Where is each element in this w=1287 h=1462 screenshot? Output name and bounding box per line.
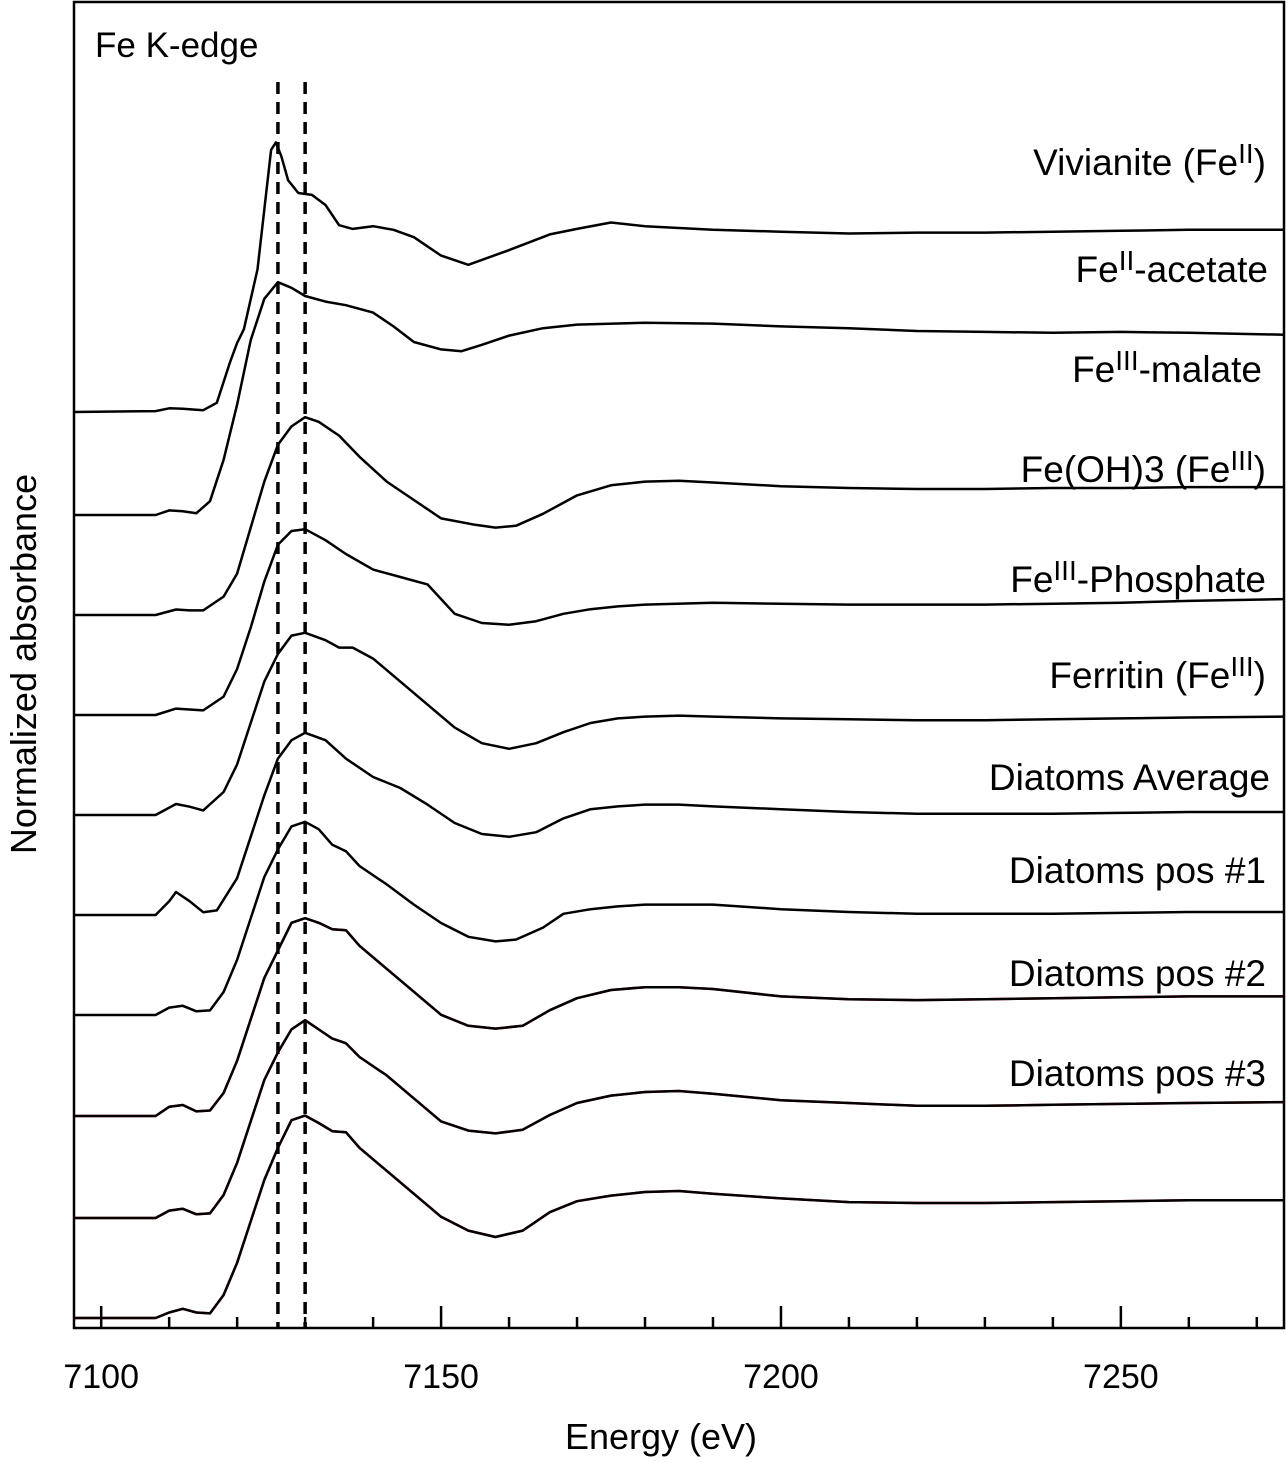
x-axis-ticks: 7100 7150 7200 7250 [63,1306,1259,1396]
series-label-text: Diatoms pos #3 [1009,1053,1266,1094]
y-axis-title: Normalized absorbance [3,474,44,854]
plot-frame [72,0,1286,1330]
fit-line-9 [74,1018,1285,1220]
x-tick-label: 7150 [403,1358,479,1396]
series-line-6 [74,731,1284,917]
series-label-suffix: -malate [1139,349,1262,390]
series-label-text: Diatoms pos #2 [1009,953,1266,994]
series-label-10: Diatoms pos #3 [1009,1053,1266,1094]
series-label-suffix: ) [1254,655,1266,696]
series-label-suffix: -Phosphate [1077,559,1266,600]
series-label-1: Vivianite (FeII) [1033,138,1266,183]
series-line-3 [74,415,1284,617]
series-label-2: FeII-acetate [1076,245,1268,290]
series-label-text: Diatoms Average [989,757,1270,798]
series-label-suffix: ) [1254,142,1266,183]
series-label-superscript: III [1230,445,1253,476]
series-line-4 [74,527,1285,717]
reference-lines [276,82,307,1328]
series-label-9: Diatoms pos #2 [1009,953,1266,994]
series-label-suffix: -acetate [1134,249,1268,290]
series-label-6: Ferritin (FeIII) [1049,651,1266,696]
series-label-superscript: III [1230,651,1253,682]
series-label-suffix: ) [1254,449,1266,490]
series-label-text: Ferritin (Fe [1049,655,1230,696]
x-axis-title: Energy (eV) [565,1416,757,1457]
x-tick-label: 7250 [1083,1358,1159,1396]
fit-line-10 [74,1114,1284,1320]
series-layer [73,141,1285,1320]
series-label-superscript: II [1119,245,1135,276]
edge-annotation: Fe K-edge [95,26,258,65]
series-label-text: Diatoms pos #1 [1009,850,1266,891]
series-label-3: FeIII-malate [1072,345,1262,390]
series-line-7 [74,820,1284,1017]
series-line-8 [74,916,1284,1118]
series-line-2 [74,280,1285,517]
series-label-8: Diatoms pos #1 [1009,850,1266,891]
series-label-text: Fe [1072,349,1115,390]
series-label-text: Vivianite (Fe [1033,142,1238,183]
series-line-1 [73,141,1284,414]
series-labels: Vivianite (FeII)FeII-acetateFeIII-malate… [989,138,1270,1094]
series-label-superscript: II [1238,138,1254,169]
series-label-5: FeIII-Phosphate [1010,555,1266,600]
series-label-superscript: III [1053,555,1076,586]
series-line-10 [74,1114,1284,1320]
series-label-text: Fe(OH)3 (Fe [1021,449,1231,490]
series-label-text: Fe [1076,249,1119,290]
x-tick-label: 7200 [743,1358,819,1396]
series-label-4: Fe(OH)3 (FeIII) [1021,445,1266,490]
series-label-7: Diatoms Average [989,757,1270,798]
series-label-text: Fe [1010,559,1053,600]
x-tick-label: 7100 [63,1358,139,1396]
series-line-9 [74,1018,1285,1220]
series-line-5 [74,631,1285,817]
series-label-superscript: III [1115,345,1138,376]
